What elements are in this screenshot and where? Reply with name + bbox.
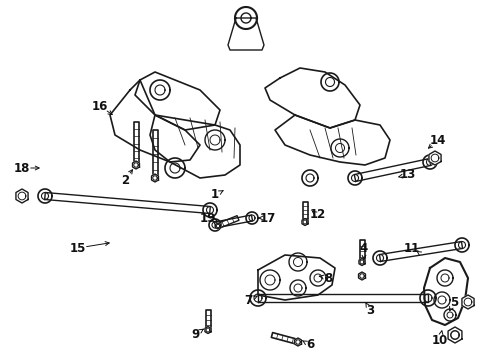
Polygon shape bbox=[274, 115, 389, 165]
Polygon shape bbox=[150, 115, 240, 178]
Polygon shape bbox=[330, 139, 348, 157]
Text: 7: 7 bbox=[244, 293, 251, 306]
Text: 15: 15 bbox=[70, 242, 86, 255]
Polygon shape bbox=[150, 80, 170, 100]
Polygon shape bbox=[422, 155, 436, 169]
Text: 12: 12 bbox=[309, 208, 325, 221]
Polygon shape bbox=[443, 309, 455, 321]
Polygon shape bbox=[302, 202, 307, 222]
Polygon shape bbox=[151, 174, 158, 182]
Polygon shape bbox=[302, 170, 317, 186]
Polygon shape bbox=[16, 189, 28, 203]
Text: 11: 11 bbox=[403, 242, 419, 255]
Polygon shape bbox=[135, 72, 220, 130]
Polygon shape bbox=[309, 270, 325, 286]
Text: 8: 8 bbox=[323, 271, 331, 284]
Polygon shape bbox=[454, 238, 468, 252]
Text: 18: 18 bbox=[14, 162, 30, 175]
Polygon shape bbox=[217, 216, 239, 228]
Text: 13: 13 bbox=[399, 168, 415, 181]
Polygon shape bbox=[227, 18, 264, 50]
Polygon shape bbox=[271, 333, 298, 345]
Polygon shape bbox=[359, 240, 364, 262]
Polygon shape bbox=[44, 193, 210, 213]
Polygon shape bbox=[436, 270, 452, 286]
Polygon shape bbox=[133, 122, 138, 165]
Text: 9: 9 bbox=[191, 328, 200, 341]
Text: 16: 16 bbox=[92, 99, 108, 112]
Polygon shape bbox=[203, 203, 217, 217]
Text: 2: 2 bbox=[121, 174, 129, 186]
Polygon shape bbox=[428, 151, 440, 165]
Polygon shape bbox=[264, 68, 359, 128]
Polygon shape bbox=[152, 130, 157, 178]
Polygon shape bbox=[294, 338, 301, 346]
Text: 3: 3 bbox=[365, 303, 373, 316]
Polygon shape bbox=[208, 219, 221, 231]
Polygon shape bbox=[289, 280, 305, 296]
Polygon shape bbox=[320, 73, 338, 91]
Polygon shape bbox=[132, 161, 139, 169]
Text: 14: 14 bbox=[429, 134, 445, 147]
Polygon shape bbox=[372, 251, 386, 265]
Polygon shape bbox=[258, 255, 334, 300]
Polygon shape bbox=[433, 292, 449, 308]
Polygon shape bbox=[204, 327, 211, 333]
Polygon shape bbox=[353, 158, 430, 181]
Polygon shape bbox=[347, 171, 361, 185]
Polygon shape bbox=[419, 290, 435, 306]
Polygon shape bbox=[302, 219, 307, 225]
Polygon shape bbox=[214, 215, 252, 228]
Polygon shape bbox=[358, 272, 365, 280]
Polygon shape bbox=[205, 310, 210, 330]
Polygon shape bbox=[204, 130, 224, 150]
Polygon shape bbox=[461, 295, 473, 309]
Text: 17: 17 bbox=[259, 211, 276, 225]
Text: 19: 19 bbox=[200, 211, 216, 225]
Text: 4: 4 bbox=[359, 242, 367, 255]
Polygon shape bbox=[235, 7, 257, 29]
Polygon shape bbox=[358, 258, 364, 266]
Polygon shape bbox=[258, 294, 427, 302]
Polygon shape bbox=[249, 290, 265, 306]
Polygon shape bbox=[110, 80, 200, 162]
Text: 5: 5 bbox=[449, 296, 457, 309]
Text: 1: 1 bbox=[210, 189, 219, 202]
Polygon shape bbox=[164, 158, 184, 178]
Text: 6: 6 bbox=[305, 338, 313, 351]
Polygon shape bbox=[379, 242, 462, 261]
Text: 10: 10 bbox=[431, 333, 447, 346]
Polygon shape bbox=[38, 189, 52, 203]
Polygon shape bbox=[215, 223, 220, 229]
Polygon shape bbox=[260, 270, 280, 290]
Polygon shape bbox=[245, 212, 258, 224]
Polygon shape bbox=[423, 258, 467, 325]
Polygon shape bbox=[447, 327, 461, 343]
Polygon shape bbox=[288, 253, 306, 271]
